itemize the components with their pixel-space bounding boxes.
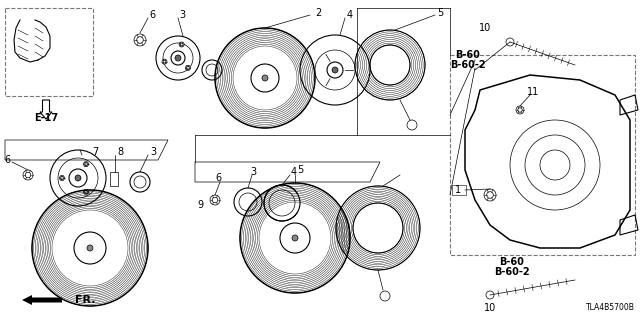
Text: 10: 10 bbox=[479, 23, 491, 33]
Circle shape bbox=[134, 34, 146, 46]
Text: B-60: B-60 bbox=[456, 50, 481, 60]
Text: 3: 3 bbox=[179, 10, 185, 20]
Text: B-60-2: B-60-2 bbox=[450, 60, 486, 70]
Bar bbox=[5, 8, 93, 96]
Text: 8: 8 bbox=[117, 147, 123, 157]
Text: 4: 4 bbox=[347, 10, 353, 20]
Text: E-17: E-17 bbox=[34, 113, 58, 123]
Circle shape bbox=[516, 106, 524, 114]
Text: B-60-2: B-60-2 bbox=[494, 267, 530, 277]
Text: 6: 6 bbox=[4, 155, 10, 165]
Text: B-60: B-60 bbox=[500, 257, 524, 267]
Circle shape bbox=[210, 195, 220, 205]
Circle shape bbox=[484, 189, 496, 201]
Circle shape bbox=[175, 55, 181, 61]
Circle shape bbox=[87, 245, 93, 251]
Text: 3: 3 bbox=[150, 147, 156, 157]
Circle shape bbox=[332, 67, 338, 73]
Text: TLA4B5700B: TLA4B5700B bbox=[586, 303, 635, 312]
Text: 6: 6 bbox=[215, 173, 221, 183]
Circle shape bbox=[162, 59, 167, 64]
FancyArrow shape bbox=[40, 100, 52, 119]
Text: 11: 11 bbox=[527, 87, 539, 97]
Circle shape bbox=[179, 42, 184, 47]
Bar bbox=[110, 172, 118, 186]
Circle shape bbox=[60, 175, 65, 180]
Text: 10: 10 bbox=[484, 303, 496, 313]
Text: 2: 2 bbox=[315, 8, 321, 18]
Circle shape bbox=[292, 235, 298, 241]
Circle shape bbox=[83, 189, 88, 194]
Text: 4: 4 bbox=[291, 167, 297, 177]
Text: 6: 6 bbox=[149, 10, 155, 20]
Circle shape bbox=[75, 175, 81, 181]
Text: 5: 5 bbox=[437, 8, 443, 18]
Text: 5: 5 bbox=[297, 165, 303, 175]
Circle shape bbox=[23, 170, 33, 180]
Text: 7: 7 bbox=[92, 147, 98, 157]
Text: 9: 9 bbox=[197, 200, 203, 210]
Bar bbox=[452, 185, 466, 195]
Circle shape bbox=[186, 65, 190, 70]
Circle shape bbox=[262, 75, 268, 81]
Circle shape bbox=[83, 162, 88, 167]
Text: 3: 3 bbox=[250, 167, 256, 177]
Text: 1: 1 bbox=[455, 185, 461, 195]
Text: FR.: FR. bbox=[75, 295, 95, 305]
FancyArrow shape bbox=[22, 295, 62, 305]
Bar bbox=[450, 55, 635, 255]
